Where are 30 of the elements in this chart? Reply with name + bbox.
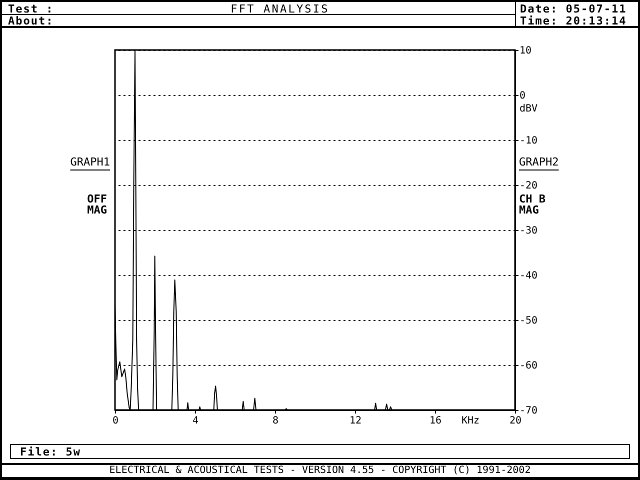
- text: Date: 05-07-11: [520, 2, 627, 15]
- y-tick-label: 0: [520, 90, 526, 102]
- y-tick-label: -40: [520, 270, 538, 282]
- x-tick-label: 12: [349, 416, 362, 426]
- text: OFF: [87, 192, 107, 206]
- y-tick-label: 10: [520, 46, 532, 56]
- text: File: 5w: [20, 445, 81, 458]
- x-tick-label: 16: [429, 416, 442, 426]
- text: ELECTRICAL & ACOUSTICAL TESTS - VERSION 4.55 - COPYRIGHT (C) 1991-2002: [109, 465, 531, 476]
- text: CH B: [519, 192, 546, 206]
- x-axis-title: KHz: [461, 416, 480, 426]
- x-tick-label: 8: [272, 416, 279, 426]
- y-tick-label: -50: [520, 316, 538, 326]
- caption: GRAPH1: [70, 156, 110, 168]
- y-tick-label: -10: [520, 136, 538, 146]
- x-tick-label: 4: [192, 416, 199, 426]
- x-tick-label: 0: [112, 416, 119, 426]
- y-tick-label: -70: [520, 406, 538, 416]
- text: Time: 20:13:14: [520, 14, 627, 27]
- chart-title: FFT ANALYSIS: [230, 2, 330, 15]
- text: MAG: [87, 204, 107, 216]
- text: About:: [8, 14, 54, 27]
- y-tick-label: -20: [520, 180, 538, 192]
- caption: GRAPH2: [519, 156, 559, 168]
- y-tick-label: -60: [520, 360, 538, 372]
- x-tick-label: 20: [509, 416, 522, 426]
- text: Test :: [8, 2, 54, 15]
- y-axis-title: dBV: [520, 104, 538, 114]
- y-tick-label: -30: [520, 226, 538, 236]
- text: MAG: [519, 204, 539, 216]
